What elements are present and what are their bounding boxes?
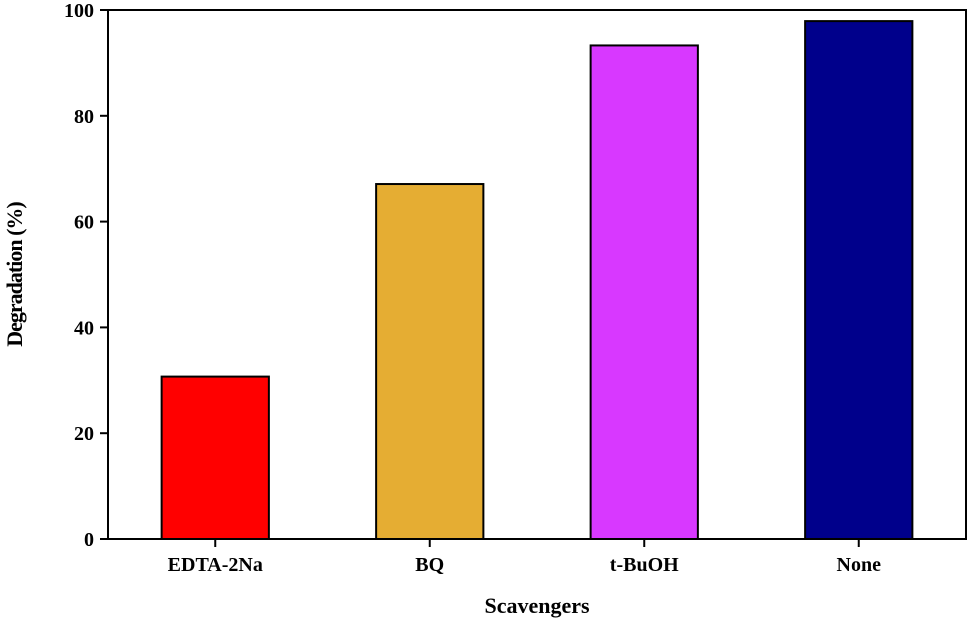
y-tick-label: 20 — [74, 423, 94, 445]
x-tick-label: EDTA-2Na — [168, 554, 263, 576]
bar-t-buoh — [589, 44, 699, 541]
y-tick-label: 80 — [74, 106, 94, 128]
y-tick-label: 40 — [74, 317, 94, 339]
x-axis-title: Scavengers — [484, 593, 590, 618]
plot-frame — [107, 9, 967, 540]
y-axis-title: Degradation (%) — [2, 202, 27, 347]
bars — [160, 20, 914, 541]
y-tick-label: 60 — [74, 212, 94, 234]
bar-edta-2na — [160, 375, 270, 540]
x-tick-label: None — [837, 554, 882, 576]
x-axis-ticks: EDTA-2Na BQ t-BuOH None — [168, 539, 881, 576]
y-tick-label: 0 — [84, 529, 94, 551]
y-tick-label: 100 — [64, 0, 94, 22]
x-tick-label: t-BuOH — [610, 554, 679, 576]
bar-bq — [375, 183, 485, 541]
bar-none — [804, 20, 914, 540]
x-tick-label: BQ — [415, 554, 444, 576]
y-axis-ticks: 0 20 40 60 80 100 — [64, 0, 108, 551]
